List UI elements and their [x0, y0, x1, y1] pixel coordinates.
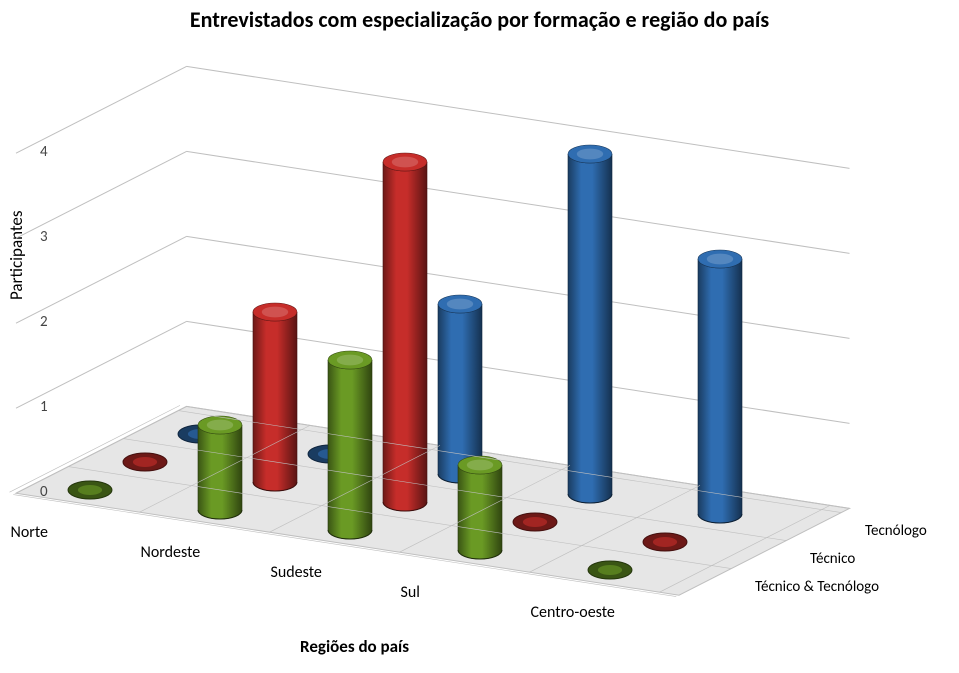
y-tick-label: 4 — [40, 143, 48, 161]
chart-canvas — [0, 0, 959, 673]
y-tick-label: 3 — [40, 228, 48, 246]
series-label: Técnico & Tecnólogo — [755, 578, 879, 596]
category-label: Centro-oeste — [531, 603, 615, 622]
series-label: Técnico — [810, 550, 855, 568]
y-tick-label: 0 — [40, 483, 48, 501]
y-tick-label: 1 — [40, 398, 48, 416]
y-tick-label: 2 — [40, 313, 48, 331]
category-label: Nordeste — [141, 543, 201, 562]
series-label: Tecnólogo — [865, 522, 927, 540]
category-label: Norte — [11, 523, 49, 542]
category-label: Sudeste — [271, 563, 322, 582]
category-label: Sul — [401, 583, 420, 602]
